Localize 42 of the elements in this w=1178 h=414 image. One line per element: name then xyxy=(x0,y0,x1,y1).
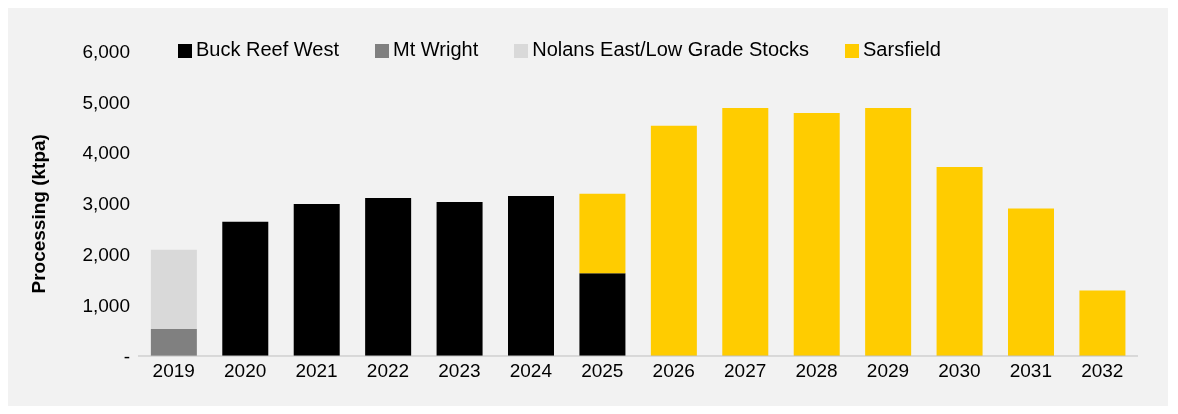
bar xyxy=(1079,290,1126,356)
x-tick-label: 2031 xyxy=(1009,360,1052,382)
x-tick-label: 2026 xyxy=(652,360,695,382)
bar xyxy=(1008,208,1054,356)
x-tick-label: 2027 xyxy=(724,360,767,382)
x-tick-label: 2025 xyxy=(581,360,624,382)
bar xyxy=(793,113,840,356)
bar xyxy=(436,201,483,356)
bar xyxy=(150,329,197,356)
x-tick-label: 2021 xyxy=(295,360,338,382)
bar xyxy=(722,107,769,356)
y-tick-label: - xyxy=(123,345,130,367)
bar xyxy=(579,193,626,274)
bar xyxy=(150,249,197,330)
y-tick-label: 3,000 xyxy=(82,193,130,215)
y-tick-label: 6,000 xyxy=(82,40,130,62)
x-tick-label: 2028 xyxy=(795,360,838,382)
legend-label: Mt Wright xyxy=(393,38,479,60)
x-tick-label: 2022 xyxy=(366,360,410,382)
bar xyxy=(293,204,340,356)
y-axis-title: Processing (ktpa) xyxy=(27,134,49,294)
bar xyxy=(650,125,697,356)
y-tick-label: 4,000 xyxy=(82,142,130,164)
x-tick-label: 2019 xyxy=(152,360,195,382)
bar xyxy=(865,107,912,356)
bar xyxy=(936,166,983,356)
bar xyxy=(365,197,412,356)
x-tick-label: 2020 xyxy=(224,360,267,382)
x-tick-label: 2024 xyxy=(509,360,553,382)
legend-label: Nolans East/Low Grade Stocks xyxy=(532,38,810,60)
legend-label: Sarsfield xyxy=(863,38,941,60)
x-tick-label: 2023 xyxy=(438,360,481,382)
legend-label: Buck Reef West xyxy=(196,38,340,60)
bar xyxy=(579,273,626,356)
y-tick-label: 2,000 xyxy=(82,244,130,266)
x-tick-label: 2032 xyxy=(1081,360,1124,382)
y-tick-label: 5,000 xyxy=(82,91,130,113)
x-tick-label: 2030 xyxy=(938,360,981,382)
y-tick-label: 1,000 xyxy=(82,294,130,316)
bar xyxy=(222,221,269,356)
bar xyxy=(508,195,554,356)
x-tick-label: 2029 xyxy=(866,360,910,382)
